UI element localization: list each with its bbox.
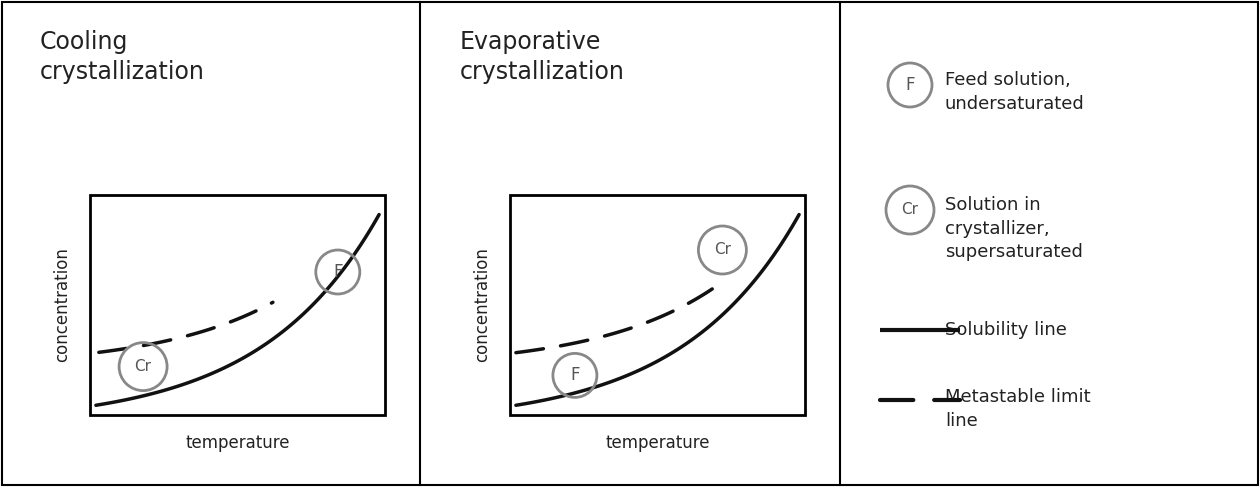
Text: F: F (333, 263, 343, 281)
Text: Evaporative
crystallization: Evaporative crystallization (460, 30, 625, 84)
Text: F: F (570, 366, 580, 384)
Text: Metastable limit
line: Metastable limit line (945, 388, 1091, 430)
Text: temperature: temperature (605, 434, 709, 452)
Text: temperature: temperature (185, 434, 290, 452)
Text: Cr: Cr (135, 359, 151, 374)
Text: concentration: concentration (472, 247, 491, 362)
Bar (510, 195, 805, 415)
Text: Cooling
crystallization: Cooling crystallization (40, 30, 205, 84)
Text: concentration: concentration (53, 247, 71, 362)
Text: Cr: Cr (714, 243, 731, 258)
Bar (89, 195, 386, 415)
Text: Cr: Cr (901, 203, 919, 218)
Text: Solubility line: Solubility line (945, 321, 1067, 339)
Text: Feed solution,
undersaturated: Feed solution, undersaturated (945, 71, 1085, 112)
Text: F: F (905, 76, 915, 94)
Text: Solution in
crystallizer,
supersaturated: Solution in crystallizer, supersaturated (945, 196, 1082, 261)
